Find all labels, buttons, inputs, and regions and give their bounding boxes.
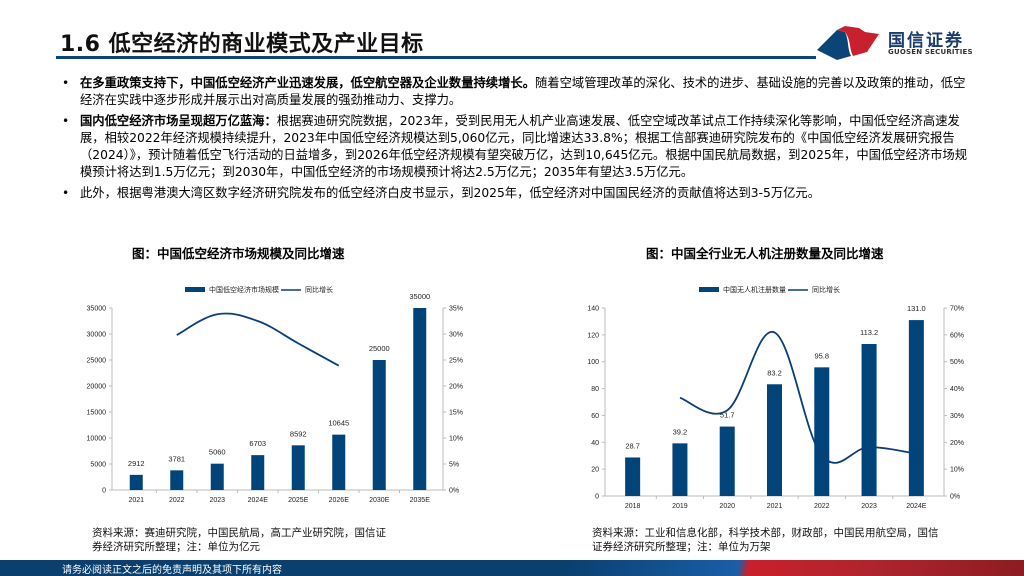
svg-text:8592: 8592 [290, 429, 307, 438]
svg-text:113.2: 113.2 [860, 328, 878, 337]
svg-text:2022: 2022 [814, 503, 830, 510]
svg-text:2019: 2019 [672, 503, 688, 510]
svg-text:80: 80 [591, 386, 599, 393]
svg-text:2035E: 2035E [410, 497, 431, 504]
svg-text:2025E: 2025E [288, 497, 309, 504]
svg-text:2026E: 2026E [329, 497, 350, 504]
svg-text:2912: 2912 [128, 459, 145, 468]
svg-text:5000: 5000 [90, 462, 106, 469]
svg-text:25%: 25% [449, 358, 463, 365]
svg-text:50%: 50% [950, 359, 964, 366]
svg-text:中国低空经济市场规模: 中国低空经济市场规模 [209, 285, 279, 294]
svg-text:2018: 2018 [625, 503, 641, 510]
svg-text:2021: 2021 [767, 503, 783, 510]
bullet-bold: 国内低空经济市场呈现超万亿蓝海： [80, 114, 277, 128]
chart-title-left: 图：中国低空经济市场规模及同比增速 [132, 246, 345, 261]
svg-text:30%: 30% [950, 413, 964, 420]
svg-text:2020: 2020 [719, 503, 735, 510]
svg-text:5%: 5% [449, 462, 459, 469]
svg-text:10%: 10% [449, 436, 463, 443]
chart-title-right: 图：中国全行业无人机注册数量及同比增速 [646, 246, 884, 261]
bullet-text: 此外，根据粤港澳大湾区数字经济研究院发布的低空经济白皮书显示，到2025年，低空… [80, 186, 821, 200]
company-logo: 国信证券 GUOSEN SECURITIES [815, 22, 995, 62]
bullet-list: 在多重政策支持下，中国低空经济产业迅速发展，低空航空器及企业数量持续增长。随着空… [62, 75, 972, 206]
guosen-logo-icon [817, 26, 879, 60]
svg-text:6703: 6703 [249, 439, 266, 448]
bullet-bold: 在多重政策支持下，中国低空经济产业迅速发展，低空航空器及企业数量持续增长。 [80, 76, 535, 90]
page-title: 1.6 低空经济的商业模式及产业目标 [60, 32, 424, 57]
svg-text:51.7: 51.7 [720, 411, 735, 420]
svg-text:10000: 10000 [87, 436, 107, 443]
svg-text:10%: 10% [950, 467, 964, 474]
title-underline [56, 56, 816, 59]
svg-text:20%: 20% [950, 440, 964, 447]
svg-text:20%: 20% [449, 384, 463, 391]
svg-text:2022: 2022 [169, 497, 185, 504]
svg-text:39.2: 39.2 [673, 427, 688, 436]
svg-text:0: 0 [595, 494, 599, 501]
svg-text:60: 60 [591, 413, 599, 420]
svg-text:30%: 30% [449, 332, 463, 339]
svg-text:95.8: 95.8 [814, 351, 829, 360]
svg-text:40: 40 [591, 440, 599, 447]
svg-text:20: 20 [591, 467, 599, 474]
svg-text:0%: 0% [449, 488, 459, 495]
svg-text:25000: 25000 [87, 358, 107, 365]
source-left: 资料来源：赛迪研究院，中国民航局，高工产业研究院，国信证 券经济研究所整理；注：… [92, 526, 386, 554]
svg-text:28.7: 28.7 [625, 441, 640, 450]
svg-text:40%: 40% [950, 386, 964, 393]
bullet-item: 在多重政策支持下，中国低空经济产业迅速发展，低空航空器及企业数量持续增长。随着空… [62, 75, 972, 109]
svg-text:2024E: 2024E [906, 503, 927, 510]
svg-text:140: 140 [587, 306, 599, 313]
svg-text:2021: 2021 [128, 497, 144, 504]
svg-text:100: 100 [587, 359, 599, 366]
svg-text:83.2: 83.2 [767, 368, 782, 377]
svg-text:15%: 15% [449, 410, 463, 417]
source-right-line2: 证券经济研究所整理；注：单位为万架 [592, 541, 771, 553]
source-left-line1: 资料来源：赛迪研究院，中国民航局，高工产业研究院，国信证 [92, 527, 386, 539]
bullet-text: 根据赛迪研究院数据，2023年，受到民用无人机产业高速发展、低空空域改革试点工作… [80, 114, 968, 179]
logo-text-cn: 国信证券 [888, 31, 964, 51]
svg-text:10645: 10645 [328, 419, 349, 428]
footer-disclaimer: 请务必阅读正文之后的免责声明及其项下所有内容 [62, 565, 282, 576]
svg-text:30000: 30000 [87, 332, 107, 339]
svg-text:0%: 0% [950, 494, 960, 501]
svg-text:35000: 35000 [409, 292, 430, 301]
svg-text:5060: 5060 [209, 448, 226, 457]
svg-text:2023: 2023 [209, 497, 225, 504]
svg-text:35%: 35% [449, 306, 463, 313]
svg-text:0: 0 [102, 488, 106, 495]
svg-text:2030E: 2030E [369, 497, 390, 504]
svg-text:120: 120 [587, 332, 599, 339]
svg-text:131.0: 131.0 [907, 304, 926, 313]
svg-text:25000: 25000 [369, 344, 390, 353]
svg-text:3781: 3781 [168, 454, 185, 463]
svg-text:70%: 70% [950, 306, 964, 313]
svg-text:20000: 20000 [87, 384, 107, 391]
bullet-item: 此外，根据粤港澳大湾区数字经济研究院发布的低空经济白皮书显示，到2025年，低空… [62, 185, 972, 202]
source-right: 资料来源：工业和信息化部，科学技术部，财政部，中国民用航空局，国信 证券经济研究… [592, 526, 939, 554]
bullet-item: 国内低空经济市场呈现超万亿蓝海：根据赛迪研究院数据，2023年，受到民用无人机产… [62, 113, 972, 181]
svg-text:中国无人机注册数量: 中国无人机注册数量 [723, 285, 786, 294]
source-right-line1: 资料来源：工业和信息化部，科学技术部，财政部，中国民用航空局，国信 [592, 527, 939, 539]
svg-text:同比增长: 同比增长 [305, 285, 333, 294]
svg-text:15000: 15000 [87, 410, 107, 417]
svg-text:同比增长: 同比增长 [812, 285, 840, 294]
footer-bar: 请务必阅读正文之后的免责声明及其项下所有内容 [0, 560, 1024, 576]
logo-text-en: GUOSEN SECURITIES [888, 48, 973, 56]
svg-text:35000: 35000 [87, 306, 107, 313]
bullet-text: 随着空域管理改革的深化、技术的进步、基础设施的完善以及政策的推动，低空经济在实践… [80, 76, 966, 107]
svg-text:60%: 60% [950, 332, 964, 339]
svg-text:2024E: 2024E [248, 497, 269, 504]
source-left-line2: 券经济研究所整理；注：单位为亿元 [92, 541, 260, 553]
svg-text:2023: 2023 [861, 503, 877, 510]
